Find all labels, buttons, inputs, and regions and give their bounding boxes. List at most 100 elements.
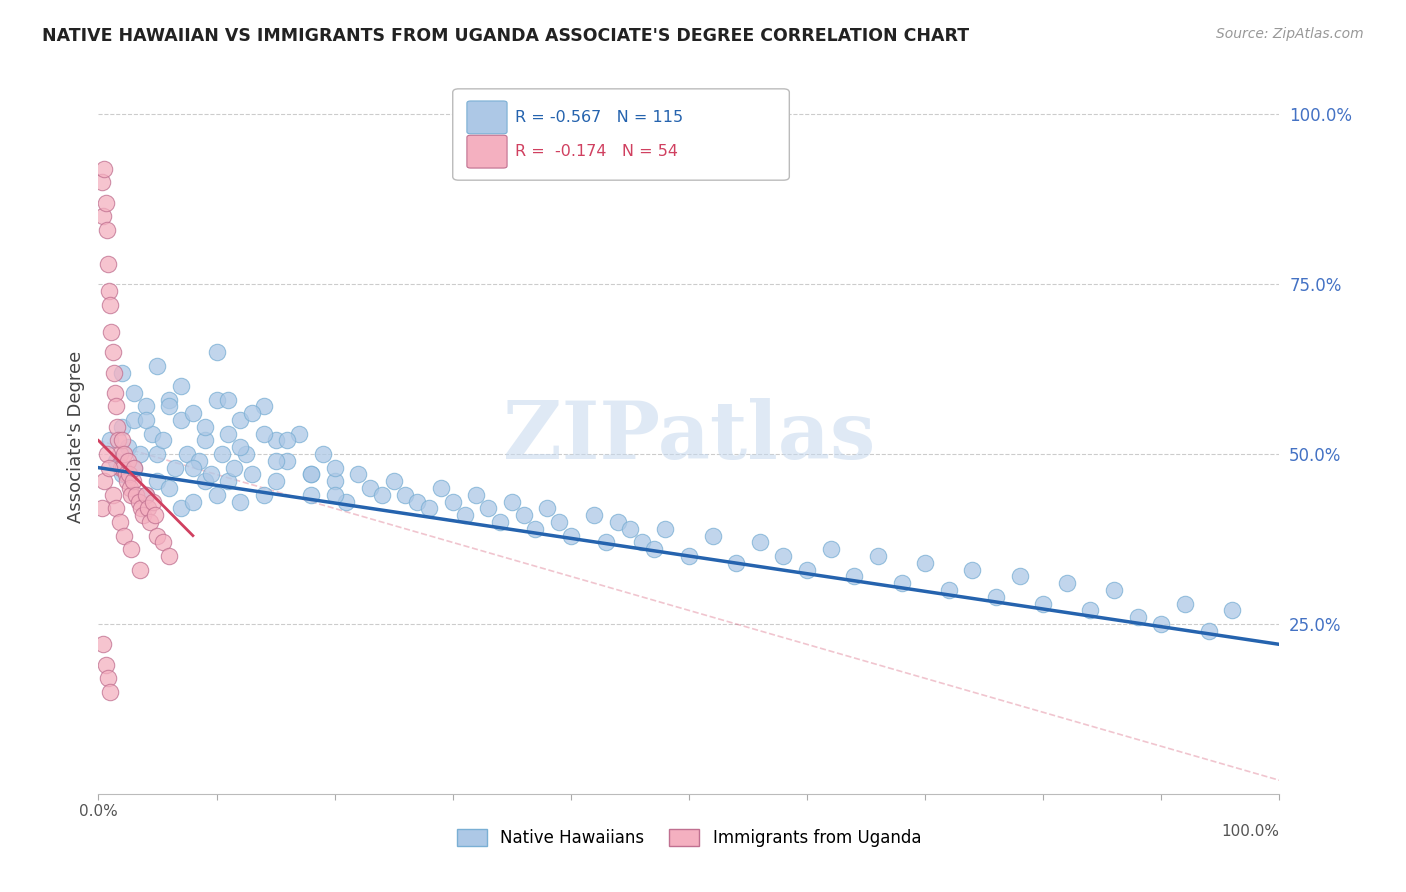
Point: [1150, 617, 1173, 632]
Point: [229, 440, 252, 454]
Text: Source: ZipAtlas.com: Source: ZipAtlas.com: [1216, 27, 1364, 41]
Point: [323, 475, 346, 489]
Point: [205, 392, 228, 407]
Point: [93, 161, 115, 176]
Point: [135, 488, 157, 502]
Point: [1126, 610, 1149, 624]
Point: [98, 460, 121, 475]
Point: [115, 475, 138, 489]
Point: [205, 345, 228, 359]
Point: [97, 671, 120, 685]
Point: [619, 522, 641, 536]
Point: [143, 508, 166, 523]
Point: [105, 501, 128, 516]
Point: [121, 542, 143, 557]
Text: 100.0%: 100.0%: [1222, 824, 1279, 839]
Point: [229, 494, 252, 508]
Point: [146, 475, 169, 489]
Point: [111, 434, 134, 448]
Point: [595, 535, 617, 549]
Point: [288, 426, 311, 441]
FancyBboxPatch shape: [467, 101, 508, 134]
Text: NATIVE HAWAIIAN VS IMMIGRANTS FROM UGANDA ASSOCIATE'S DEGREE CORRELATION CHART: NATIVE HAWAIIAN VS IMMIGRANTS FROM UGAND…: [42, 27, 969, 45]
Point: [98, 284, 121, 298]
Point: [96, 223, 118, 237]
Point: [607, 515, 630, 529]
Point: [1080, 603, 1102, 617]
Point: [101, 488, 124, 502]
Y-axis label: Associate's Degree: Associate's Degree: [66, 351, 84, 524]
Point: [105, 454, 128, 468]
Point: [157, 481, 180, 495]
Point: [91, 637, 114, 651]
Point: [120, 481, 142, 495]
Point: [108, 515, 131, 529]
Point: [240, 406, 263, 420]
Point: [112, 528, 135, 542]
Point: [135, 400, 157, 414]
Point: [890, 576, 912, 591]
Point: [122, 460, 145, 475]
Point: [1220, 603, 1243, 617]
Point: [264, 434, 287, 448]
Point: [103, 366, 125, 380]
Point: [187, 454, 209, 468]
Point: [107, 434, 129, 448]
Point: [181, 460, 204, 475]
Point: [1056, 576, 1078, 591]
Point: [229, 413, 252, 427]
Point: [170, 413, 193, 427]
Point: [91, 209, 114, 223]
Point: [110, 460, 132, 475]
Point: [382, 475, 405, 489]
Point: [359, 481, 381, 495]
Point: [654, 522, 676, 536]
Point: [914, 556, 936, 570]
Point: [111, 366, 134, 380]
Point: [678, 549, 700, 563]
Point: [170, 501, 193, 516]
Point: [93, 475, 115, 489]
Point: [536, 501, 558, 516]
Point: [394, 488, 416, 502]
Point: [141, 426, 163, 441]
Point: [194, 420, 217, 434]
Point: [117, 440, 139, 454]
Point: [501, 494, 523, 508]
Point: [323, 460, 346, 475]
Point: [217, 426, 239, 441]
Point: [1032, 597, 1054, 611]
Point: [139, 515, 162, 529]
Point: [165, 460, 187, 475]
Point: [253, 488, 276, 502]
Point: [796, 563, 818, 577]
Point: [122, 413, 145, 427]
Point: [253, 400, 276, 414]
Point: [702, 528, 724, 542]
Point: [772, 549, 794, 563]
Point: [152, 434, 174, 448]
Point: [335, 494, 357, 508]
Point: [217, 475, 239, 489]
Text: R = -0.567   N = 115: R = -0.567 N = 115: [516, 110, 683, 125]
Point: [118, 467, 141, 482]
Point: [128, 563, 150, 577]
Point: [725, 556, 748, 570]
Point: [105, 420, 128, 434]
Point: [94, 657, 117, 672]
Point: [205, 488, 228, 502]
Point: [465, 488, 488, 502]
Point: [101, 345, 124, 359]
Point: [524, 522, 547, 536]
Point: [347, 467, 370, 482]
Point: [630, 535, 652, 549]
FancyBboxPatch shape: [453, 89, 789, 180]
Point: [91, 175, 114, 189]
Point: [418, 501, 440, 516]
Point: [962, 563, 984, 577]
Point: [224, 460, 246, 475]
Point: [441, 494, 464, 508]
Point: [181, 494, 204, 508]
Point: [276, 434, 298, 448]
Point: [512, 508, 534, 523]
